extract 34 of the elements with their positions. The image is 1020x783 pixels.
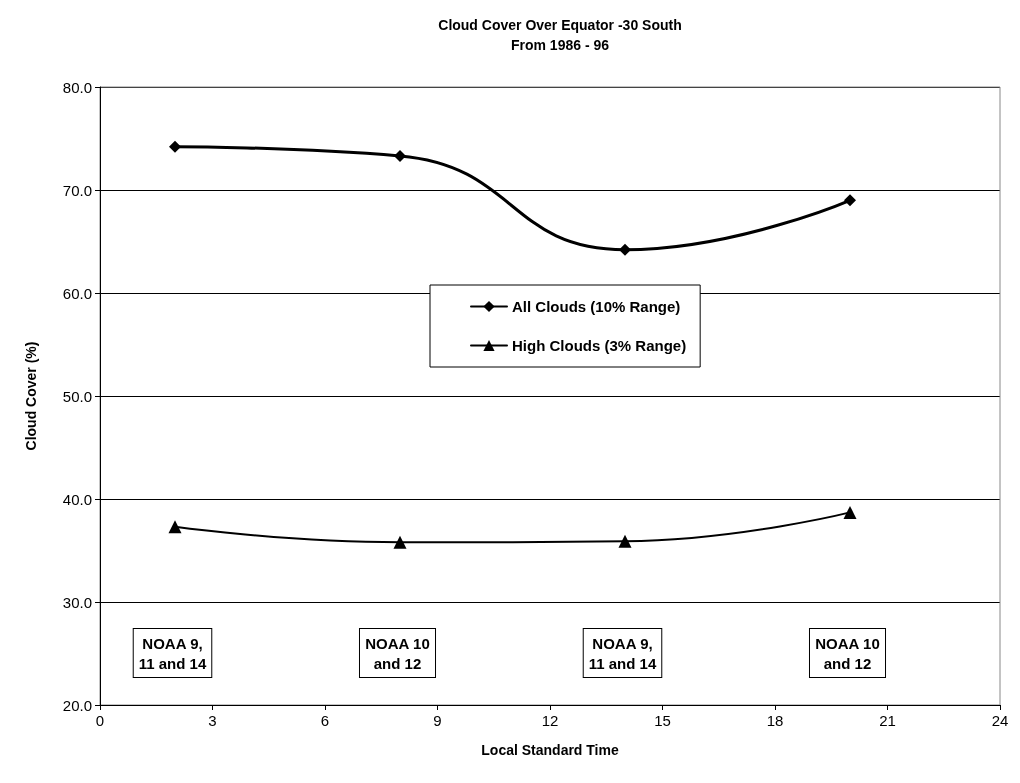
annotation: NOAA 9, 11 and 14: [138, 634, 207, 672]
chart-title: Cloud Cover Over Equator -30 South: [438, 17, 682, 33]
point: [619, 243, 631, 256]
x-tick-label: 3: [208, 712, 217, 729]
y-tick-label: 40.0: [62, 490, 92, 508]
y-tick-label: 30.0: [62, 593, 92, 611]
x-tick-label: 0: [95, 712, 105, 729]
y-tick-label: 60.0: [62, 284, 92, 302]
x-tick-label: 15: [654, 712, 671, 729]
point: [843, 505, 857, 519]
y-tick-label: 50.0: [62, 387, 92, 405]
point: [393, 535, 407, 549]
point: [394, 150, 406, 163]
x-tick-label: 9: [433, 712, 442, 729]
annotation: NOAA 10 and 12: [815, 634, 880, 672]
x-tick-label: 21: [879, 712, 896, 729]
y-tick-label: 80.0: [62, 78, 92, 96]
point: [169, 140, 181, 153]
x-tick-label: 12: [541, 712, 559, 729]
point: [618, 534, 632, 548]
legend-label: High Clouds (3% Range): [512, 337, 687, 354]
point: [168, 520, 182, 534]
y-tick-label: 70.0: [62, 181, 92, 199]
x-tick-label: 6: [320, 712, 330, 729]
x-tick-label: 24: [991, 712, 1009, 729]
x-tick-label: 18: [766, 712, 784, 729]
legend-label: All Clouds (10% Range): [512, 298, 681, 315]
chart-subtitle: From 1986 - 96: [510, 37, 610, 53]
point: [844, 194, 856, 207]
y-tick-label: 20.0: [62, 696, 92, 714]
annotation: NOAA 9, 11 and 14: [588, 634, 657, 672]
x-axis-title: Local Standard Time: [481, 742, 619, 758]
y-axis-title: Cloud Cover (%): [23, 341, 39, 451]
annotation: NOAA 10 and 12: [365, 634, 430, 672]
